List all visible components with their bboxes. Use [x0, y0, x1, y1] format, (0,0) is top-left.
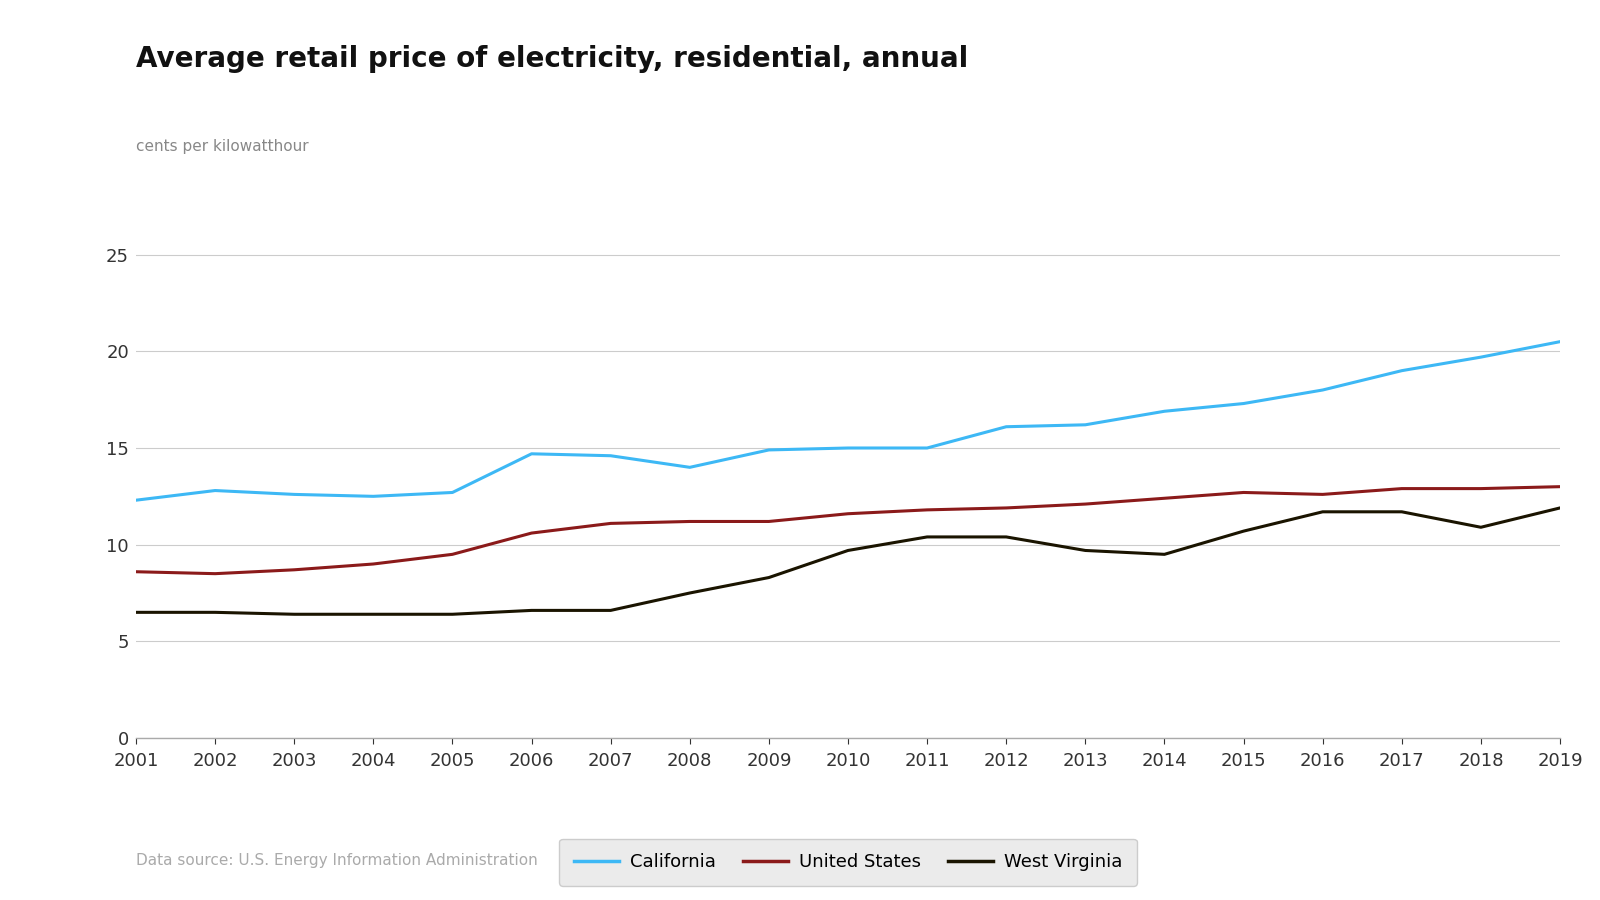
Text: Data source: U.S. Energy Information Administration: Data source: U.S. Energy Information Adm…	[136, 853, 538, 868]
Text: Average retail price of electricity, residential, annual: Average retail price of electricity, res…	[136, 45, 968, 73]
Text: cents per kilowatthour: cents per kilowatthour	[136, 140, 309, 155]
Legend: California, United States, West Virginia: California, United States, West Virginia	[560, 839, 1136, 886]
